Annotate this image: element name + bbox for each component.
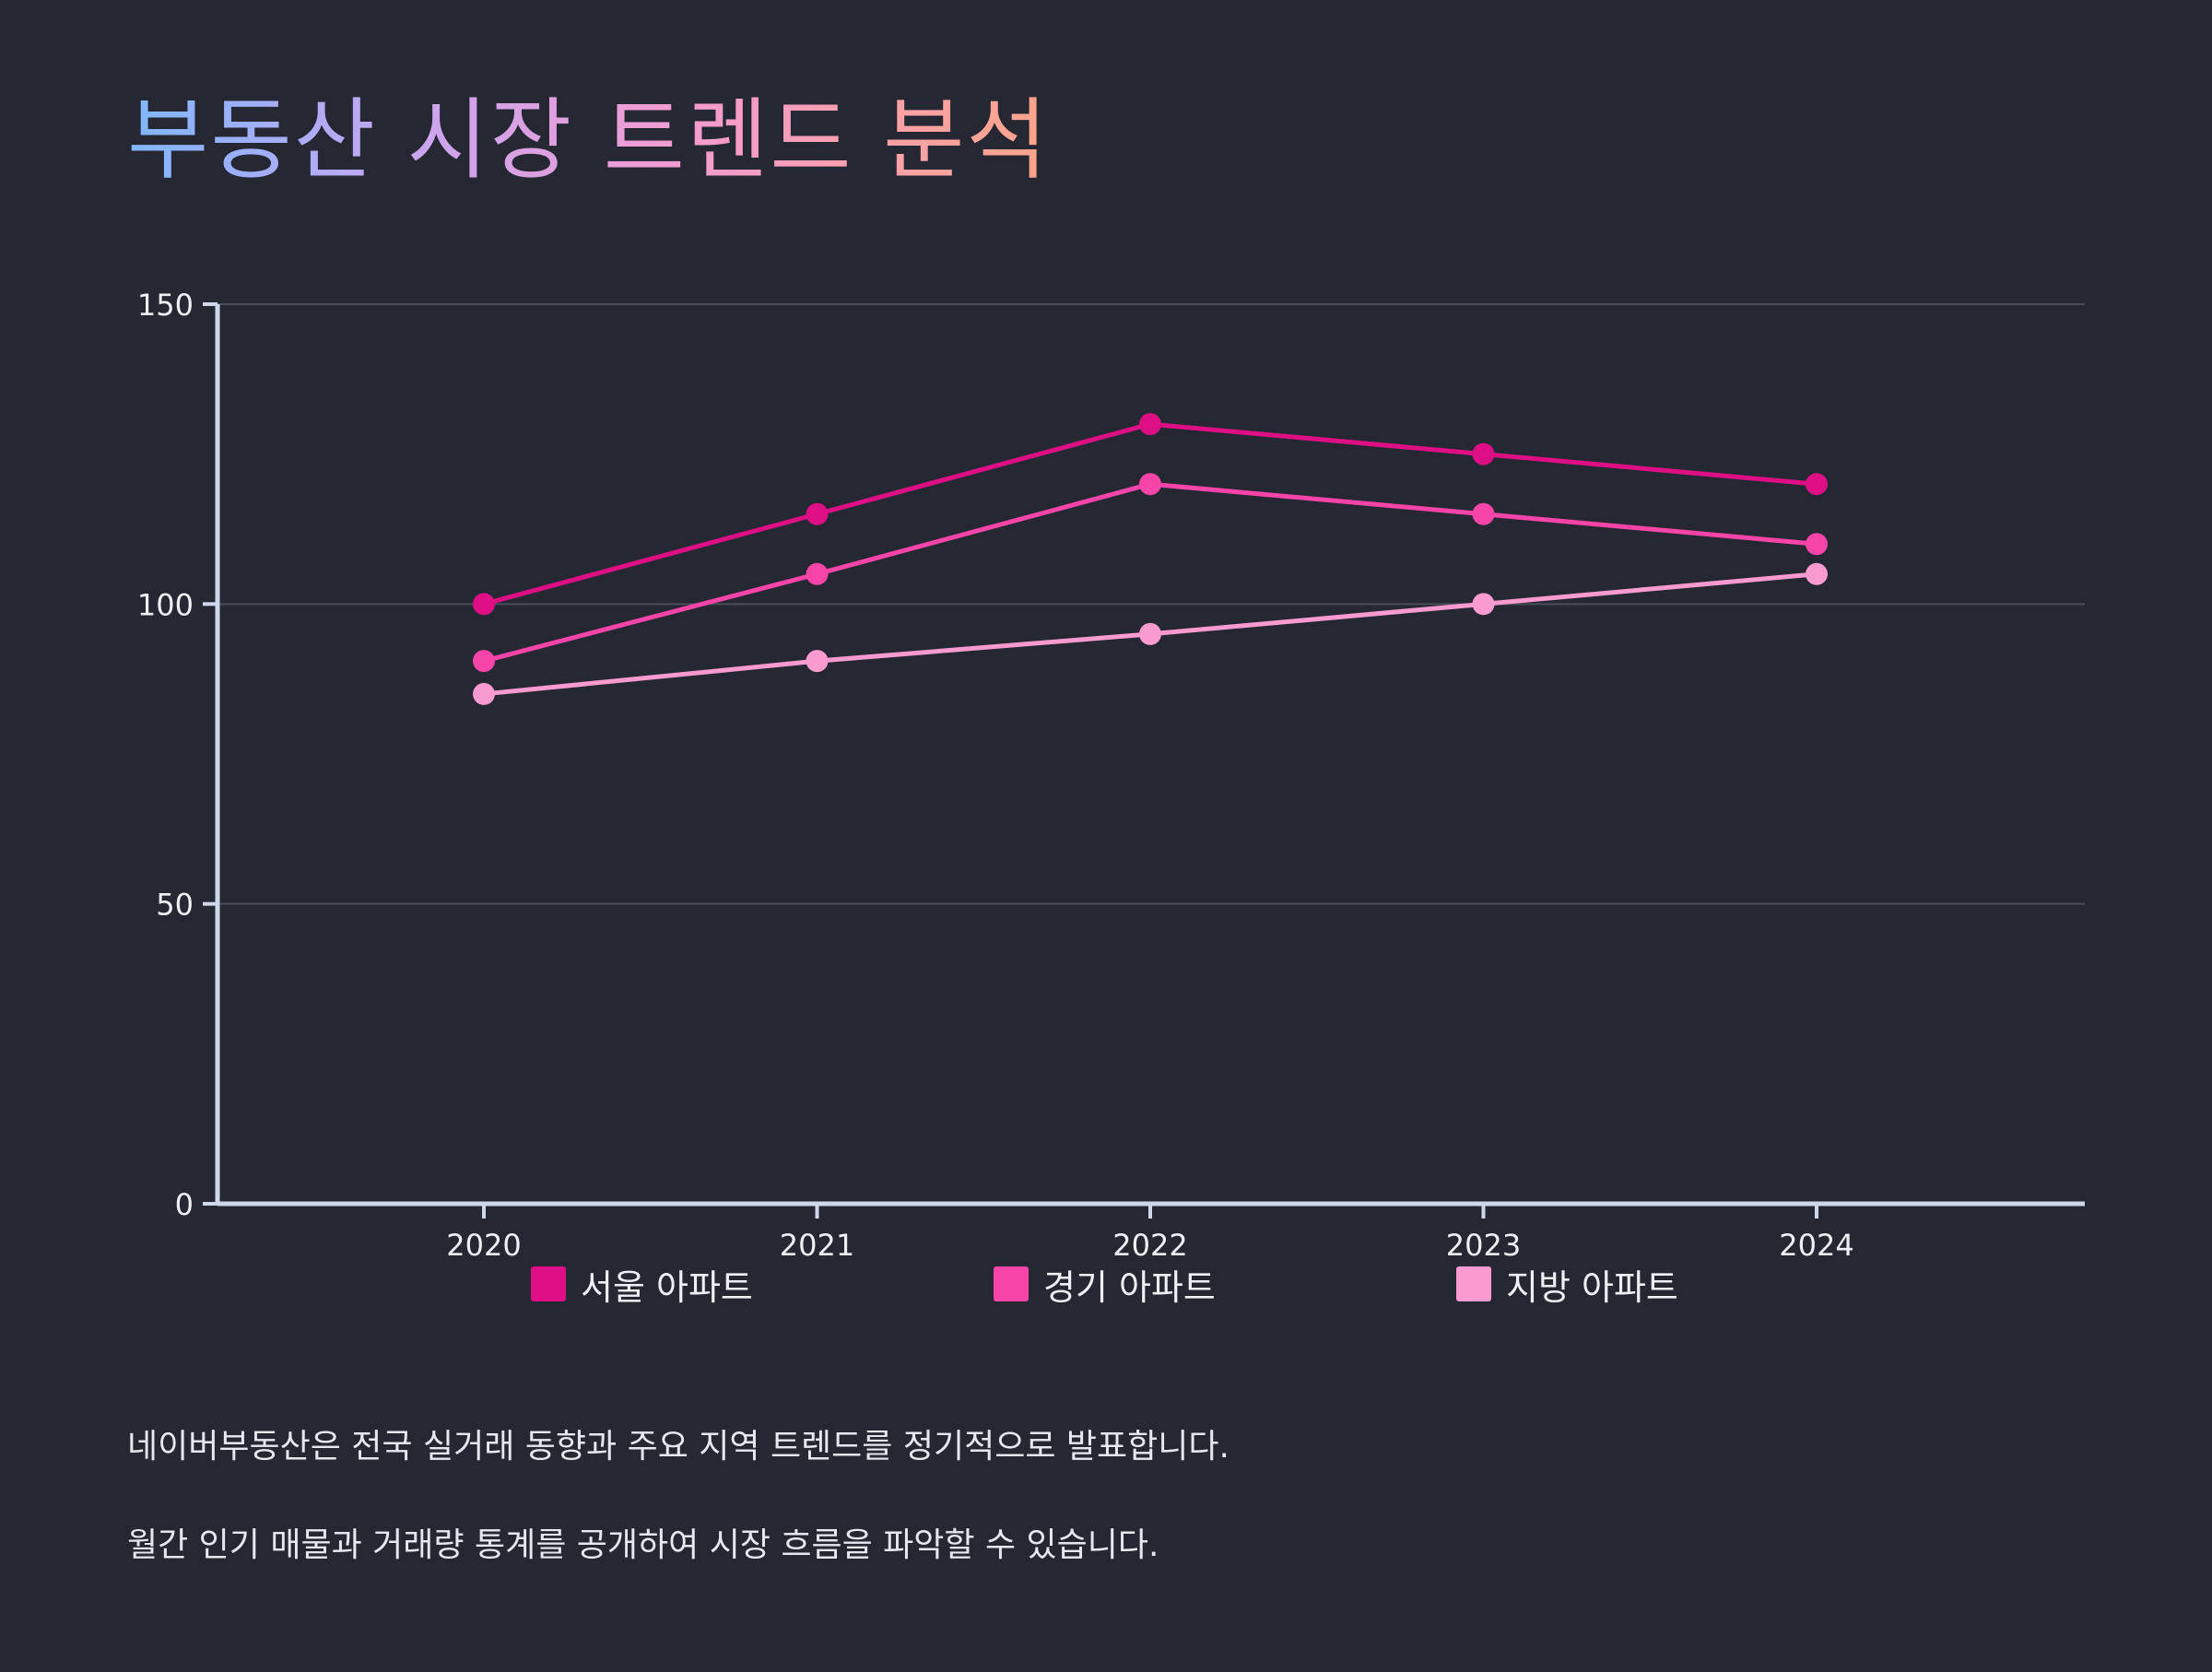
data-point-seoul-2020[interactable]	[473, 593, 495, 616]
data-point-seoul-2022[interactable]	[1139, 413, 1161, 436]
data-point-gyeonggi-2023[interactable]	[1472, 502, 1495, 525]
data-point-gyeonggi-2021[interactable]	[806, 562, 829, 585]
y-tick-label-150: 150	[137, 288, 194, 323]
legend: 서울 아파트 경기 아파트 지방 아파트	[0, 1261, 2212, 1308]
data-point-regional-2020[interactable]	[473, 682, 495, 705]
data-point-regional-2022[interactable]	[1139, 622, 1161, 645]
x-tick-label-2022: 2022	[1112, 1228, 1187, 1263]
x-tick-label-2020: 2020	[446, 1228, 521, 1263]
data-point-regional-2023[interactable]	[1472, 593, 1495, 616]
data-point-regional-2021[interactable]	[806, 650, 829, 673]
data-point-seoul-2023[interactable]	[1472, 442, 1495, 465]
tick-labels: 0 50 100 150 2020 2021 2022 2023 2024	[137, 288, 1854, 1263]
data-point-seoul-2021[interactable]	[806, 502, 829, 525]
legend-item-regional[interactable]: 지방 아파트	[1456, 1261, 1678, 1308]
legend-swatch-seoul	[531, 1266, 566, 1301]
series-line-seoul	[483, 421, 1818, 606]
legend-label-seoul: 서울 아파트	[581, 1266, 753, 1308]
page-title: 부동산 시장 트렌드 분석	[127, 88, 1050, 192]
data-point-gyeonggi-2024[interactable]	[1806, 533, 1828, 556]
x-tick-label-2021: 2021	[780, 1228, 854, 1263]
legend-swatch-gyeonggi	[994, 1266, 1029, 1301]
series-lines	[473, 413, 1828, 705]
y-tick-label-50: 50	[156, 888, 194, 923]
legend-swatch-regional	[1456, 1266, 1491, 1301]
legend-label-regional: 지방 아파트	[1506, 1266, 1678, 1308]
axes	[203, 302, 2085, 1219]
data-point-gyeonggi-2022[interactable]	[1139, 473, 1161, 496]
legend-item-gyeonggi[interactable]: 경기 아파트	[994, 1261, 1216, 1308]
y-tick-label-0: 0	[175, 1187, 194, 1222]
data-point-seoul-2024[interactable]	[1806, 473, 1828, 496]
description-line-2: 월간 인기 매물과 거래량 통계를 공개하여 시장 흐름을 파악할 수 있습니다…	[127, 1526, 1159, 1564]
data-point-gyeonggi-2020[interactable]	[473, 650, 495, 673]
legend-item-seoul[interactable]: 서울 아파트	[531, 1261, 753, 1308]
legend-label-gyeonggi: 경기 아파트	[1043, 1266, 1216, 1308]
y-tick-label-100: 100	[137, 587, 194, 622]
data-point-regional-2024[interactable]	[1806, 562, 1828, 585]
grid-lines	[218, 303, 2085, 905]
x-tick-label-2023: 2023	[1446, 1228, 1521, 1263]
description-line-1: 네이버부동산은 전국 실거래 동향과 주요 지역 트렌드를 정기적으로 발표합니…	[127, 1428, 1230, 1466]
x-tick-label-2024: 2024	[1779, 1228, 1853, 1263]
